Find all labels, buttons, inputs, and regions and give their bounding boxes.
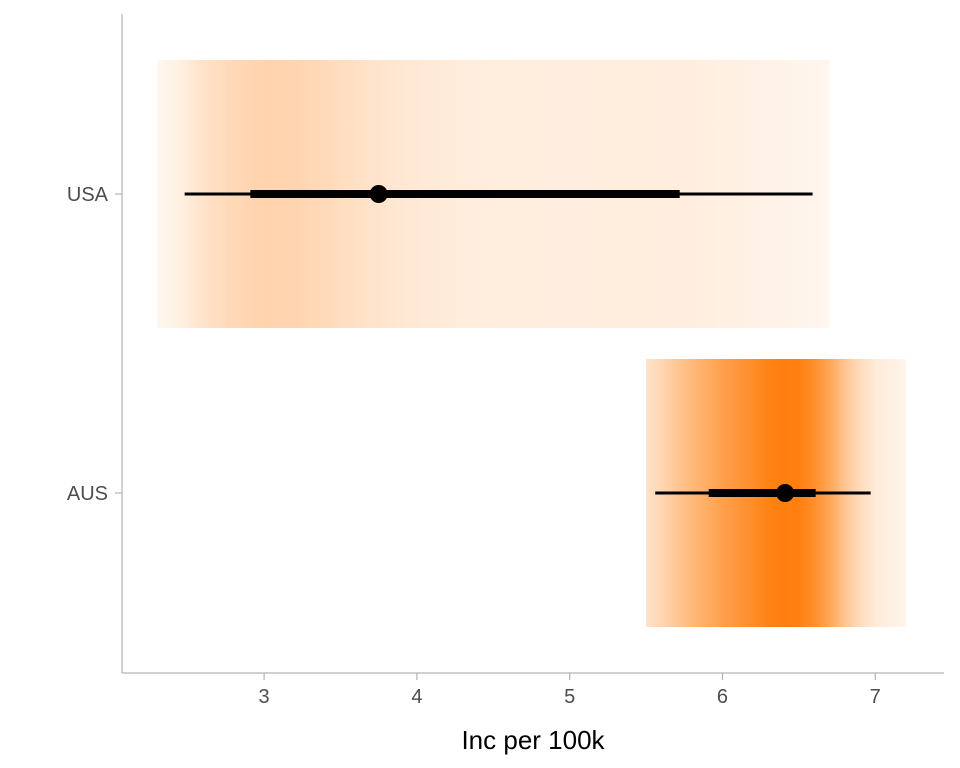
x-tick-label: 4 bbox=[411, 686, 422, 708]
x-tick-label: 3 bbox=[259, 686, 270, 708]
y-tick-label-usa: USA bbox=[67, 184, 109, 206]
density-bands bbox=[157, 60, 906, 627]
y-tick-label-aus: AUS bbox=[67, 483, 108, 505]
point-estimate-usa bbox=[369, 185, 388, 203]
x-tick-label: 7 bbox=[870, 686, 881, 708]
interval-marks bbox=[184, 185, 871, 502]
y-axis-ticks: USA AUS bbox=[67, 184, 122, 505]
point-estimate-aus bbox=[776, 484, 795, 502]
x-axis-title: Inc per 100k bbox=[461, 725, 605, 755]
x-axis-ticks: 3 4 5 6 7 bbox=[259, 673, 881, 708]
x-tick-label: 5 bbox=[564, 686, 575, 708]
x-tick-label: 6 bbox=[717, 686, 728, 708]
